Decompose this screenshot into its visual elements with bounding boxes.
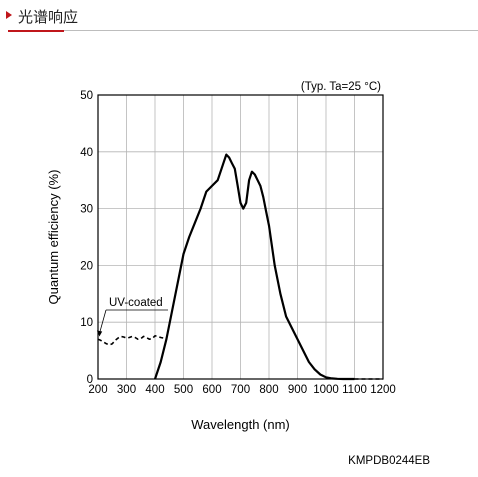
y-axis-title: Quantum efficiency (%) — [46, 170, 61, 305]
x-tick-label: 800 — [259, 384, 278, 396]
header-arrow-icon — [6, 11, 12, 19]
y-tick-label: 0 — [87, 374, 93, 386]
x-tick-label: 1000 — [313, 384, 339, 396]
figure-code: KMPDB0244EB — [348, 455, 430, 467]
y-tick-label: 40 — [80, 147, 93, 159]
annotation-leader — [99, 309, 107, 334]
uv-coated-annotation: UV-coated — [96, 297, 168, 337]
y-tick-label: 50 — [80, 90, 93, 102]
x-tick-label: 600 — [202, 384, 221, 396]
section-title: 光谱响应 — [18, 8, 79, 26]
y-tick-label: 10 — [80, 317, 93, 329]
header-accent-rule — [8, 30, 64, 32]
plot-frame — [97, 94, 384, 380]
condition-label: (Typ. Ta=25 °C) — [301, 81, 381, 93]
x-tick-label: 1100 — [342, 384, 367, 396]
x-axis-title: Wavelength (nm) — [191, 417, 290, 432]
x-tick-label: 200 — [88, 384, 107, 396]
standard-qe-curve — [153, 153, 355, 381]
x-tick-label: 500 — [174, 384, 193, 396]
x-tick-label: 900 — [288, 384, 307, 396]
header-divider — [64, 30, 478, 31]
y-tick-label: 30 — [80, 204, 93, 216]
y-tick-label: 20 — [80, 260, 93, 272]
x-tick-label: 1200 — [370, 384, 396, 396]
annotation-arrowhead — [96, 330, 103, 337]
section-header: 光谱响应 — [0, 0, 478, 34]
x-tick-label: 300 — [117, 384, 136, 396]
uv-coated-label: UV-coated — [109, 297, 163, 309]
x-tick-label: 400 — [145, 384, 164, 396]
x-tick-label: 700 — [231, 384, 250, 396]
chart-ticks: 200 300 400 500 600 700 800 900 1000 1100 1200 0 10 2… — [80, 90, 396, 396]
chart-grid — [98, 95, 383, 379]
uv-coated-curve — [97, 335, 164, 346]
